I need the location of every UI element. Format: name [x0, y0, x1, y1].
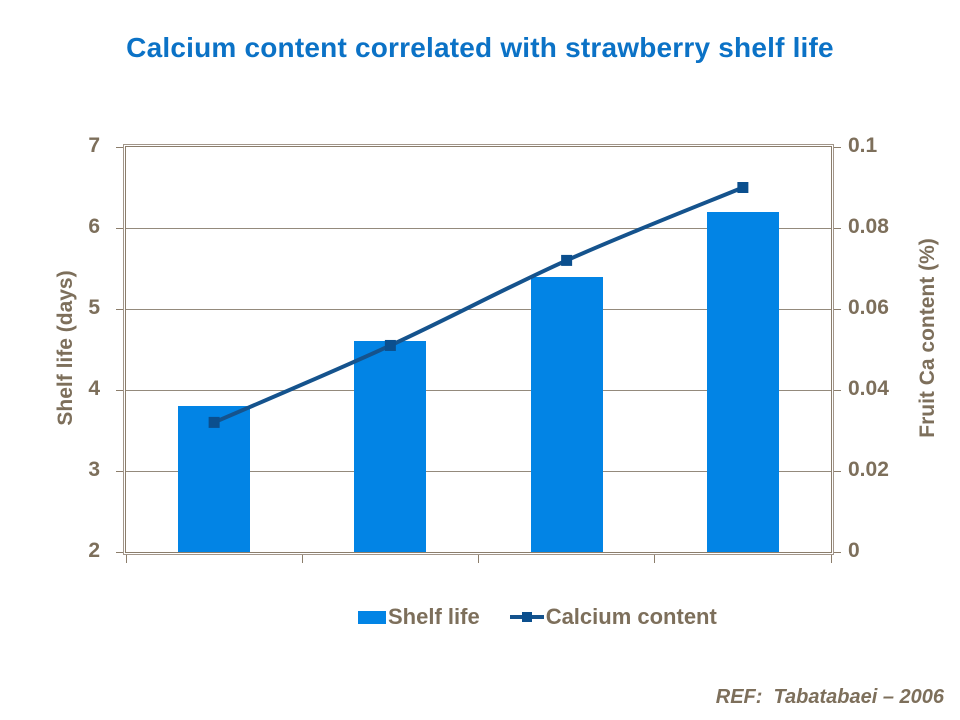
gridline	[126, 389, 831, 391]
legend-label: Calcium content	[545, 604, 717, 629]
left-axis-tick	[116, 470, 123, 472]
gridline	[126, 308, 831, 310]
left-axis-tick-labels: 7 6 5 4 3 2	[38, 134, 100, 562]
bottom-axis-tick	[478, 555, 479, 563]
calcium-content-line	[213, 185, 744, 425]
axis-tick-label: 4	[88, 377, 100, 400]
line-marker-square	[384, 339, 396, 351]
axis-tick-label: 0.06	[848, 296, 889, 319]
axis-tick-label: 0.04	[848, 377, 889, 400]
bottom-axis-tick	[301, 555, 303, 563]
line-marker-square	[737, 182, 749, 193]
axis-tick-label: 0	[848, 539, 860, 562]
axis-tick-label: 0.02	[848, 458, 889, 481]
line-marker-swatch-icon	[509, 610, 544, 624]
right-axis-tick	[834, 389, 841, 391]
legend-label: Shelf life	[388, 604, 480, 629]
left-axis-tick	[116, 551, 123, 553]
right-axis-tick-labels: 0.1 0.08 0.06 0.04 0.02 0	[848, 134, 928, 562]
line-marker-square	[208, 416, 220, 428]
right-axis-title: Fruit Ca content (%)	[916, 238, 939, 438]
legend: Shelf life Calcium content	[358, 604, 717, 630]
axis-tick-label: 0.1	[848, 134, 878, 157]
legend-item-shelf-life: Shelf life	[358, 604, 480, 630]
line-series-layer	[208, 182, 749, 428]
reference-text: REF: Tabatabaei – 2006	[715, 686, 944, 708]
axis-tick-label: 7	[88, 134, 100, 157]
bar-shelf-life	[530, 276, 603, 552]
left-axis-tick	[116, 389, 123, 391]
left-axis-tick	[116, 146, 123, 148]
line-marker-square	[561, 254, 573, 266]
axis-tick-label: 3	[88, 458, 100, 481]
axis-tick-label: 6	[88, 215, 100, 238]
right-axis-tick	[834, 227, 841, 229]
bottom-axis-tick	[654, 555, 656, 563]
right-axis-tick	[834, 470, 841, 472]
axis-tick-label: 2	[88, 539, 100, 562]
bottom-axis-tick	[125, 555, 127, 563]
right-axis-tick	[834, 146, 841, 148]
bar-swatch-icon	[358, 610, 386, 624]
bar-shelf-life	[354, 341, 427, 552]
axis-tick-label: 5	[88, 296, 100, 319]
left-axis-tick	[116, 227, 123, 229]
left-axis-title: Shelf life (days)	[54, 270, 77, 426]
right-axis-tick	[834, 308, 841, 310]
gridline	[126, 227, 831, 229]
bar-shelf-life	[178, 406, 251, 552]
right-axis-tick	[834, 551, 841, 553]
axis-tick-label: 0.08	[848, 215, 889, 238]
bar-shelf-life	[706, 211, 779, 552]
bottom-axis-tick	[830, 555, 832, 563]
left-axis-tick	[116, 308, 123, 310]
chart-plot-area	[116, 146, 841, 563]
legend-item-calcium-content: Calcium content	[509, 604, 717, 630]
gridline	[126, 470, 831, 472]
chart-title: Calcium content correlated with strawber…	[126, 32, 834, 63]
